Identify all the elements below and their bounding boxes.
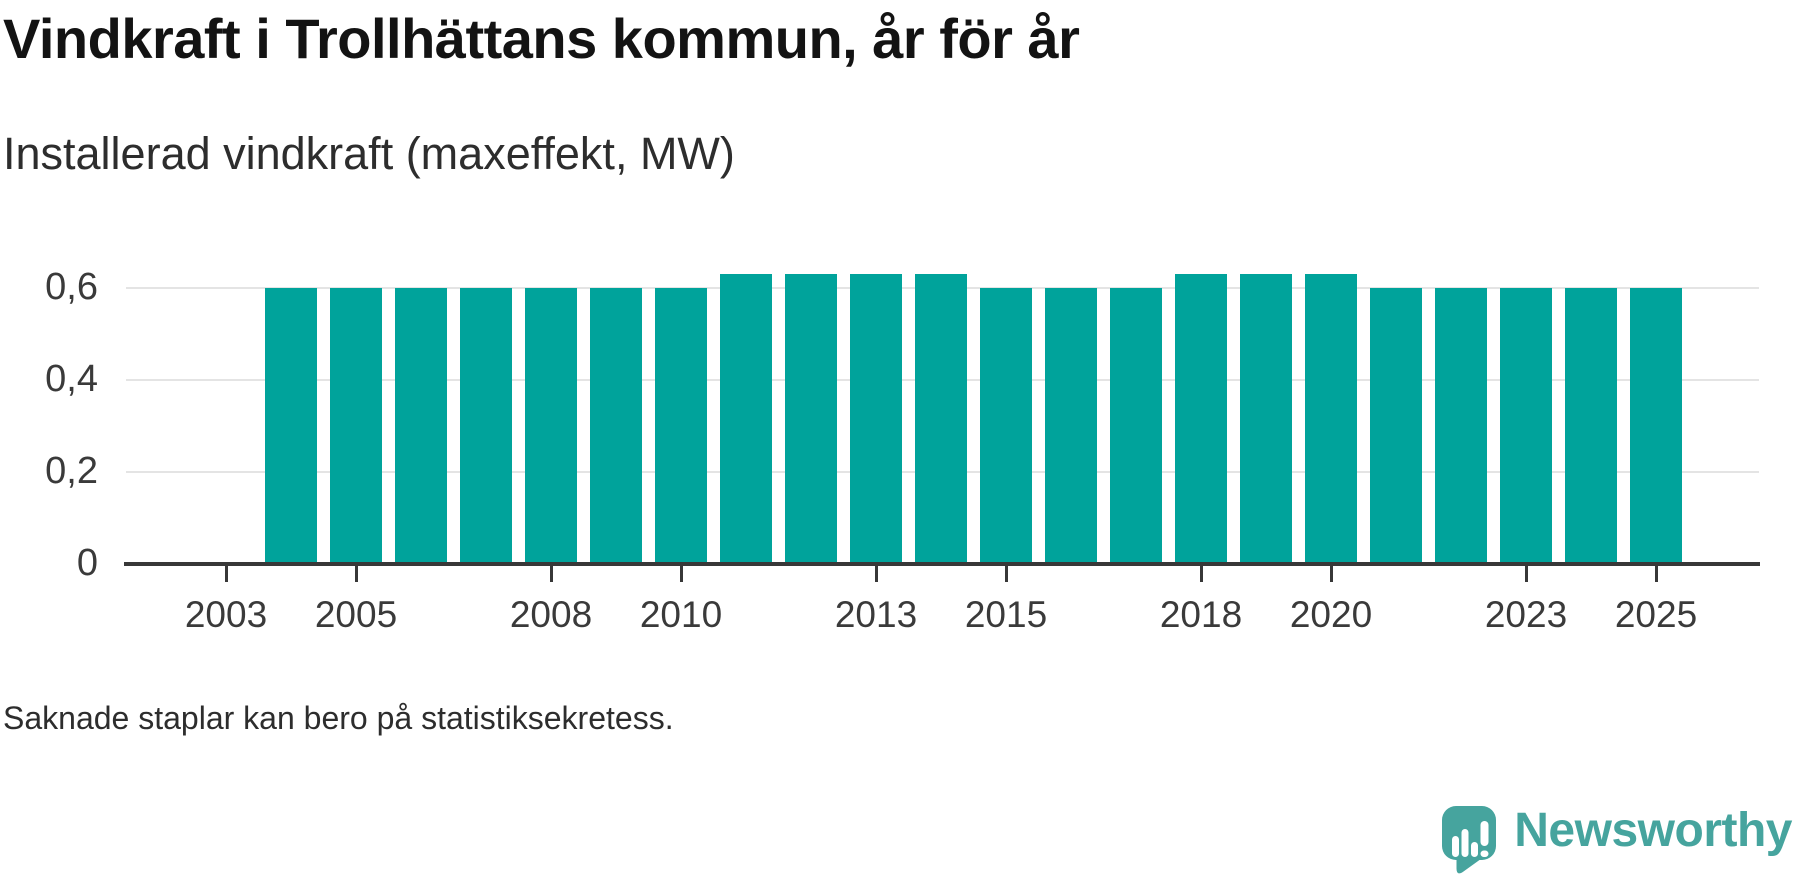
bar-2025	[1630, 288, 1682, 564]
x-axis-label-2003: 2003	[184, 594, 268, 635]
bar-2018	[1175, 274, 1227, 564]
x-tick-2013	[874, 566, 878, 582]
y-axis-label-0,6: 0,6	[45, 266, 98, 309]
y-axis-label-0,2: 0,2	[45, 450, 98, 493]
bar-2017	[1110, 288, 1162, 564]
bar-2021	[1370, 288, 1422, 564]
y-axis-label-0: 0	[76, 542, 98, 585]
newsworthy-pin-icon	[1442, 806, 1497, 874]
bar-2012	[785, 274, 837, 564]
x-tick-2023	[1524, 566, 1528, 582]
x-tick-2005	[354, 566, 358, 582]
plot-area	[126, 220, 1759, 564]
bar-2004	[265, 288, 317, 564]
bar-2022	[1435, 288, 1487, 564]
bar-2011	[720, 274, 772, 564]
bar-2024	[1565, 288, 1617, 564]
bar-2010	[655, 288, 707, 564]
x-tick-2020	[1329, 566, 1333, 582]
x-axis-label-2013: 2013	[834, 594, 918, 635]
x-axis-label-2025: 2025	[1614, 594, 1698, 635]
chart-subtitle: Installerad vindkraft (maxeffekt, MW)	[3, 128, 735, 179]
y-axis-label-0,4: 0,4	[45, 358, 98, 401]
x-axis-line	[124, 562, 1760, 566]
x-axis-label-2008: 2008	[509, 594, 593, 635]
x-axis-label-2020: 2020	[1289, 594, 1373, 635]
x-tick-2010	[679, 566, 683, 582]
bar-2009	[590, 288, 642, 564]
x-tick-2015	[1004, 566, 1008, 582]
bar-2005	[330, 288, 382, 564]
bar-2023	[1500, 288, 1552, 564]
newsworthy-logo: Newsworthy	[1442, 804, 1792, 877]
bar-2015	[980, 288, 1032, 564]
x-axis-label-2010: 2010	[639, 594, 723, 635]
bar-2019	[1240, 274, 1292, 564]
newsworthy-wordmark: Newsworthy	[1514, 804, 1792, 857]
x-axis-label-2015: 2015	[964, 594, 1048, 635]
bar-2013	[850, 274, 902, 564]
x-tick-2008	[549, 566, 553, 582]
bar-2014	[915, 274, 967, 564]
x-tick-2003	[224, 566, 228, 582]
x-axis-label-2005: 2005	[314, 594, 398, 635]
bar-2016	[1045, 288, 1097, 564]
x-axis-label-2018: 2018	[1159, 594, 1243, 635]
bar-2006	[395, 288, 447, 564]
footnote: Saknade staplar kan bero på statistiksek…	[3, 700, 674, 736]
x-axis-label-2023: 2023	[1484, 594, 1568, 635]
bar-2008	[525, 288, 577, 564]
chart-title: Vindkraft i Trollhättans kommun, år för …	[3, 7, 1080, 70]
x-tick-2025	[1654, 566, 1658, 582]
bar-2020	[1305, 274, 1357, 564]
bar-2007	[460, 288, 512, 564]
x-tick-2018	[1199, 566, 1203, 582]
